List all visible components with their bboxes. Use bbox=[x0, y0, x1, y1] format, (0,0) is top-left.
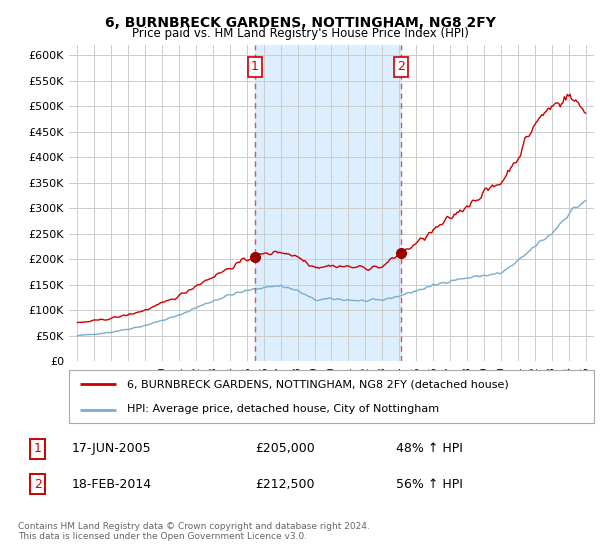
Text: 2: 2 bbox=[34, 478, 41, 491]
Text: £205,000: £205,000 bbox=[255, 442, 314, 455]
Text: 56% ↑ HPI: 56% ↑ HPI bbox=[396, 478, 463, 491]
Text: 1: 1 bbox=[251, 60, 259, 73]
Text: 6, BURNBRECK GARDENS, NOTTINGHAM, NG8 2FY: 6, BURNBRECK GARDENS, NOTTINGHAM, NG8 2F… bbox=[104, 16, 496, 30]
Text: Contains HM Land Registry data © Crown copyright and database right 2024.
This d: Contains HM Land Registry data © Crown c… bbox=[18, 522, 370, 542]
Text: 48% ↑ HPI: 48% ↑ HPI bbox=[396, 442, 463, 455]
Text: 2: 2 bbox=[397, 60, 405, 73]
Text: 18-FEB-2014: 18-FEB-2014 bbox=[71, 478, 152, 491]
Text: 6, BURNBRECK GARDENS, NOTTINGHAM, NG8 2FY (detached house): 6, BURNBRECK GARDENS, NOTTINGHAM, NG8 2F… bbox=[127, 380, 509, 390]
Text: £212,500: £212,500 bbox=[255, 478, 314, 491]
Bar bbox=[254, 45, 401, 361]
Text: Price paid vs. HM Land Registry's House Price Index (HPI): Price paid vs. HM Land Registry's House … bbox=[131, 27, 469, 40]
Text: 17-JUN-2005: 17-JUN-2005 bbox=[71, 442, 151, 455]
Text: 1: 1 bbox=[34, 442, 41, 455]
Text: HPI: Average price, detached house, City of Nottingham: HPI: Average price, detached house, City… bbox=[127, 404, 439, 414]
